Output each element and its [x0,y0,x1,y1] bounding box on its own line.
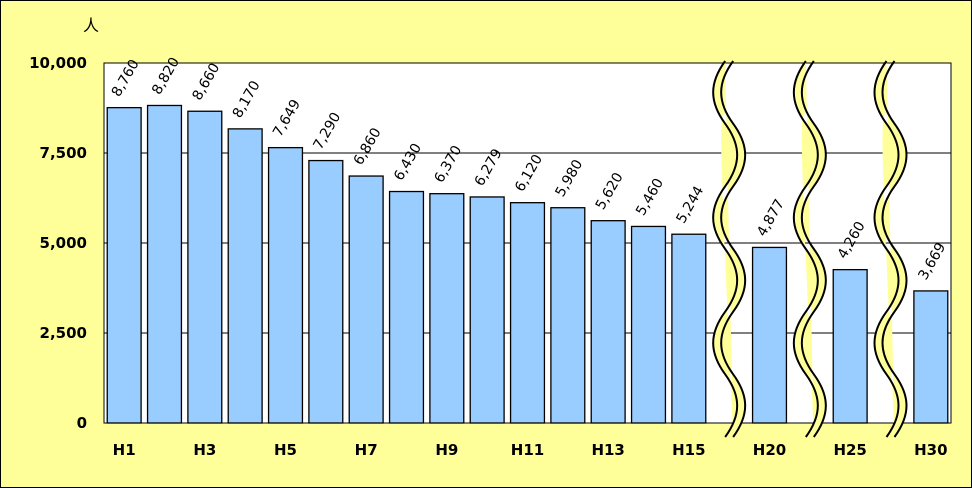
bar [671,233,707,424]
bar [590,220,626,424]
x-axis-ticks: H1 H3 H5 H7 H9 H11 H13 H15 H20 H25 H30 [113,441,948,459]
axis-break-line [720,60,747,438]
bar [227,128,263,424]
y-tick-label: 2,500 [40,324,87,342]
y-tick-label: 0 [77,414,87,432]
y-tick-label: 7,500 [40,144,87,162]
axis-break-line [792,60,819,438]
bars [106,104,949,424]
x-tick-label: H11 [511,441,544,459]
bar [429,193,465,424]
axis-break-line [712,60,739,438]
x-tick-label: H7 [355,441,378,459]
bar [913,290,949,424]
x-tick-label: H5 [274,441,297,459]
bar [348,175,384,424]
axis-breaks [712,60,908,438]
axis-break-line [881,60,908,438]
bar [146,104,183,424]
x-tick-label: H3 [193,441,216,459]
x-tick-label: H13 [591,441,624,459]
x-tick-label: H30 [914,441,947,459]
axis-break-line [873,60,900,438]
y-axis-unit-label: 人 [83,16,99,35]
bar [388,190,425,424]
bar [187,110,223,424]
bar [308,159,344,424]
bar [630,225,667,424]
y-axis-ticks: 0 2,500 5,000 7,500 10,000 [29,54,87,432]
bar [469,196,505,424]
bar [832,268,868,424]
x-tick-label: H25 [833,441,866,459]
bar [509,202,546,424]
y-tick-label: 10,000 [29,54,87,72]
x-tick-label: H15 [672,441,705,459]
axis-break-line [800,60,827,438]
y-tick-label: 5,000 [40,234,87,252]
x-tick-label: H1 [113,441,136,459]
bar [751,246,788,424]
x-tick-label: H20 [753,441,786,459]
bar [550,207,586,424]
bar [106,106,142,424]
x-tick-label: H9 [435,441,458,459]
bar [267,146,304,424]
